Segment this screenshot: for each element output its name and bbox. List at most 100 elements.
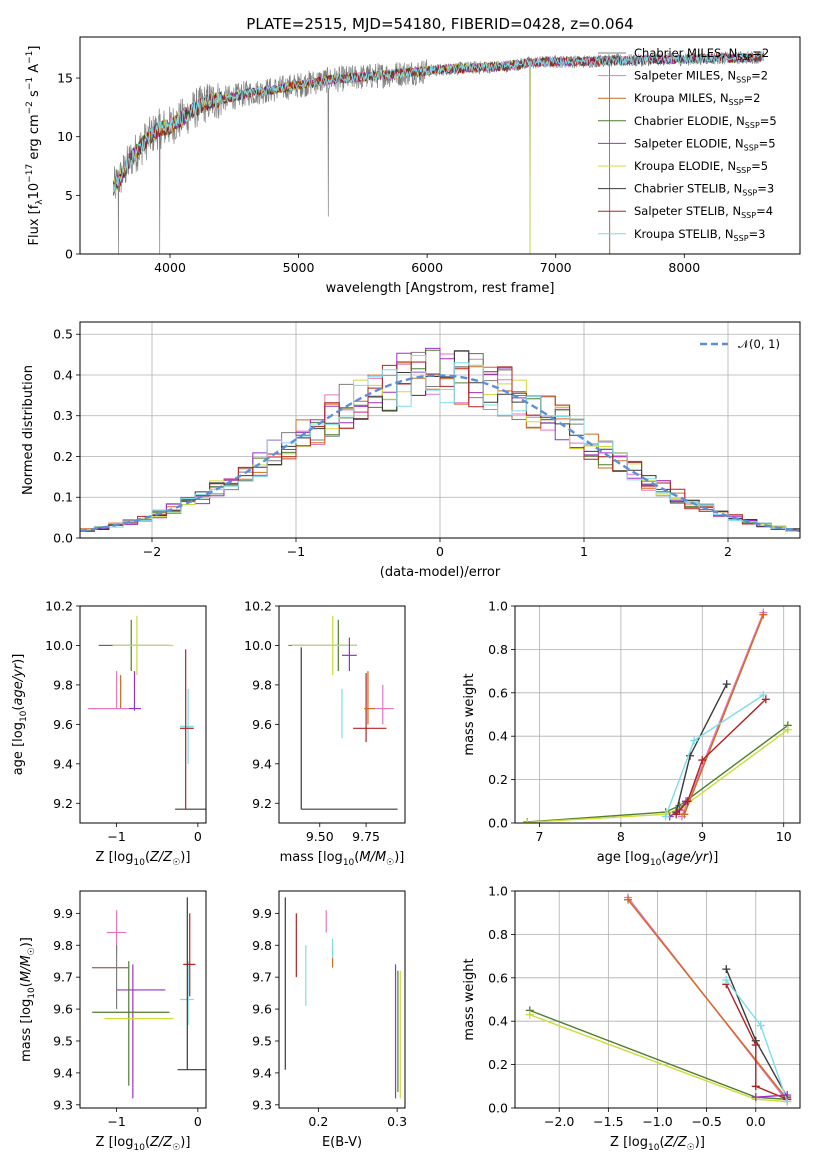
weight_vs_age-marker [759, 610, 768, 619]
mass_vs_Z-ytick-label: 9.4 [53, 1065, 73, 1080]
legend-label: Chabrier STELIB, NSSP=3 [634, 182, 774, 198]
age_vs_Z-frame [79, 605, 207, 824]
age_vs_Z-xlabel-part: ( [145, 850, 150, 865]
weight_vs_Z-line-7 [755, 1094, 788, 1098]
weight_vs_Z-marker [756, 1021, 765, 1030]
weight_vs_Z-xtick-label: −1.5 [593, 1114, 623, 1129]
mass_vs_Z-ytick-label: 9.6 [53, 1002, 73, 1017]
weight_vs_Z-xlabel-part: Z/Z [664, 1135, 688, 1150]
mass_vs_Z-ytick-label: 9.3 [53, 1097, 73, 1112]
weight_vs_age-xtick-label: 8 [617, 829, 625, 844]
spectrum-axes: 4000 5000 6000 7000 8000 0 5 10 15 [57, 71, 700, 275]
residuals-xlabel-part: (data-model)/error [380, 565, 501, 580]
legend-label-post: =2 [752, 46, 769, 60]
spectrum-ytick-label: 10 [57, 129, 73, 144]
mass_vs_ebv-frame [278, 890, 406, 1109]
histogram-4 [80, 347, 800, 532]
legend-label: Kroupa ELODIE, NSSP=5 [634, 159, 768, 175]
residuals-ytick-label: 0.2 [53, 449, 73, 464]
residuals-xtick-label: −2 [143, 544, 161, 559]
age_vs_mass-axes: 9.50 9.75 9.2 9.4 9.6 9.8 10.0 10.2 [244, 599, 380, 845]
legend-label-sub: SSP [736, 76, 751, 85]
weight_vs_Z-xlabel-part: ( [659, 1135, 664, 1150]
age_vs_Z-xlabel: Z [log10(Z/Z☉)] [96, 850, 191, 868]
spectrum-model-7 [113, 52, 764, 195]
mass_vs_Z-frame [79, 890, 207, 1109]
age_vs_mass-xlabel-part: 10 [343, 858, 355, 868]
residuals-hists [80, 347, 800, 533]
weight_vs_age-frame [514, 605, 801, 824]
weight_vs_age-marker [759, 690, 768, 699]
weight_vs_Z-xlabel: Z [log10(Z/Z☉)] [610, 1135, 705, 1153]
weight_vs_Z-xlabel-part: 10 [648, 1143, 660, 1153]
weight_vs_age-xtick-label: 7 [535, 829, 543, 844]
mass_vs_Z-ylabel: mass [log10(M/M☉)] [19, 937, 37, 1062]
spectrum-xlabel-part: wavelength [Angstrom, rest frame] [326, 281, 555, 296]
weight_vs_Z-xtick-label: 0.0 [746, 1114, 766, 1129]
age_vs_mass-frame [278, 605, 406, 824]
spectrum-model-8 [113, 51, 765, 195]
age_vs_Z-xtick-label: 0 [194, 829, 202, 844]
spectrum-ylabel-part: Flux [f [27, 204, 42, 245]
weight_vs_Z-ylabel-part: mass weight [462, 958, 477, 1040]
mass_vs_Z-xlabel-part: )] [180, 1135, 190, 1150]
residuals-xtick-label: 0 [436, 544, 444, 559]
mass_vs_ebv-ytick-label: 9.4 [252, 1065, 272, 1080]
weight_vs_age-marker [698, 756, 707, 765]
weight_vs_Z-marker [783, 1090, 792, 1099]
residuals-ytick-label: 0.3 [53, 408, 73, 423]
mass_vs_ebv-ytick-label: 9.5 [252, 1033, 272, 1048]
weight_vs_Z-line-3 [627, 899, 788, 1100]
spectrum-xtick-label: 6000 [411, 260, 443, 275]
mass_vs_ebv-ytick-label: 9.9 [252, 906, 272, 921]
legend-label-sub: SSP [736, 166, 751, 175]
legend-label: Salpeter MILES, NSSP=2 [634, 69, 768, 85]
weight_vs_age-ytick-label: 0.2 [488, 772, 508, 787]
weight_vs_age-ytick-label: 0.0 [488, 816, 508, 831]
weight_vs_age-marker [761, 695, 770, 704]
mass_vs_ebv-ytick-label: 9.7 [252, 970, 272, 985]
spectrum-xtick-label: 8000 [668, 260, 700, 275]
weight_vs_age-xlabel-part: )] [708, 850, 718, 865]
age_vs_mass-ytick-label: 9.2 [252, 796, 272, 811]
age_vs_Z-axes: −1 0 9.2 9.4 9.6 9.8 10.0 10.2 [45, 599, 202, 845]
spectrum-ylabel-part: s [27, 90, 42, 101]
weight_vs_age-line-6 [675, 698, 767, 815]
residuals-ylabel-part: Normed distribution [21, 365, 36, 495]
weight_vs_age-ylabel-part: mass weight [462, 673, 477, 755]
age_vs_Z-xlabel-part: Z/Z [149, 850, 173, 865]
age_vs_mass-xlabel-part: ( [354, 850, 359, 865]
legend-label-pre: Kroupa ELODIE, N [634, 159, 736, 173]
age_vs_Z-xlabel-part: ☉ [172, 858, 180, 868]
residuals-ytick-label: 0.5 [53, 327, 73, 342]
spectrum-ylabel-part: ] [27, 46, 42, 51]
weight_vs_age-line-0 [527, 724, 789, 823]
weight_vs_Z-xlabel-part: ☉ [687, 1143, 695, 1153]
age_vs_Z-ylabel-part: age/yr [11, 662, 26, 705]
weight_vs_age-marker [690, 736, 699, 745]
spectrum-ylabel-part: −2 [25, 101, 35, 114]
age_vs_mass-ytick-label: 10.2 [244, 599, 272, 614]
legend-label-sub: SSP [741, 211, 756, 220]
legend-label-pre: Salpeter MILES, N [634, 69, 736, 83]
mass_vs_Z-xlabel-part: Z [log [96, 1135, 134, 1150]
legend-label-pre: Chabrier ELODIE, N [634, 114, 745, 128]
residuals-xtick-label: 2 [724, 544, 732, 559]
weight_vs_Z-ytick-label: 0.6 [488, 970, 508, 985]
weight_vs_Z-frame [514, 890, 801, 1109]
weight_vs_age-line-3 [681, 612, 765, 817]
weight_vs_Z-ytick-label: 1.0 [488, 884, 508, 899]
legend-label: Salpeter STELIB, NSSP=4 [634, 204, 773, 220]
mass_vs_Z-axes: −1 0 9.3 9.4 9.5 9.6 9.7 9.8 9.9 [53, 906, 202, 1129]
weight_vs_age-ytick-label: 0.8 [488, 642, 508, 657]
weight_vs_age-ylabel: mass weight [462, 673, 477, 755]
weight_vs_Z-marker [722, 975, 731, 984]
residuals-ytick-label: 0.0 [53, 531, 73, 546]
age_vs_mass-xlabel-part: ☉ [386, 858, 394, 868]
age_vs_Z-ytick-label: 10.2 [45, 599, 73, 614]
age_vs_mass-xtick-label: 9.75 [352, 829, 380, 844]
weight_vs_age-marker [680, 810, 689, 819]
weight_vs_Z-marker [722, 965, 731, 974]
